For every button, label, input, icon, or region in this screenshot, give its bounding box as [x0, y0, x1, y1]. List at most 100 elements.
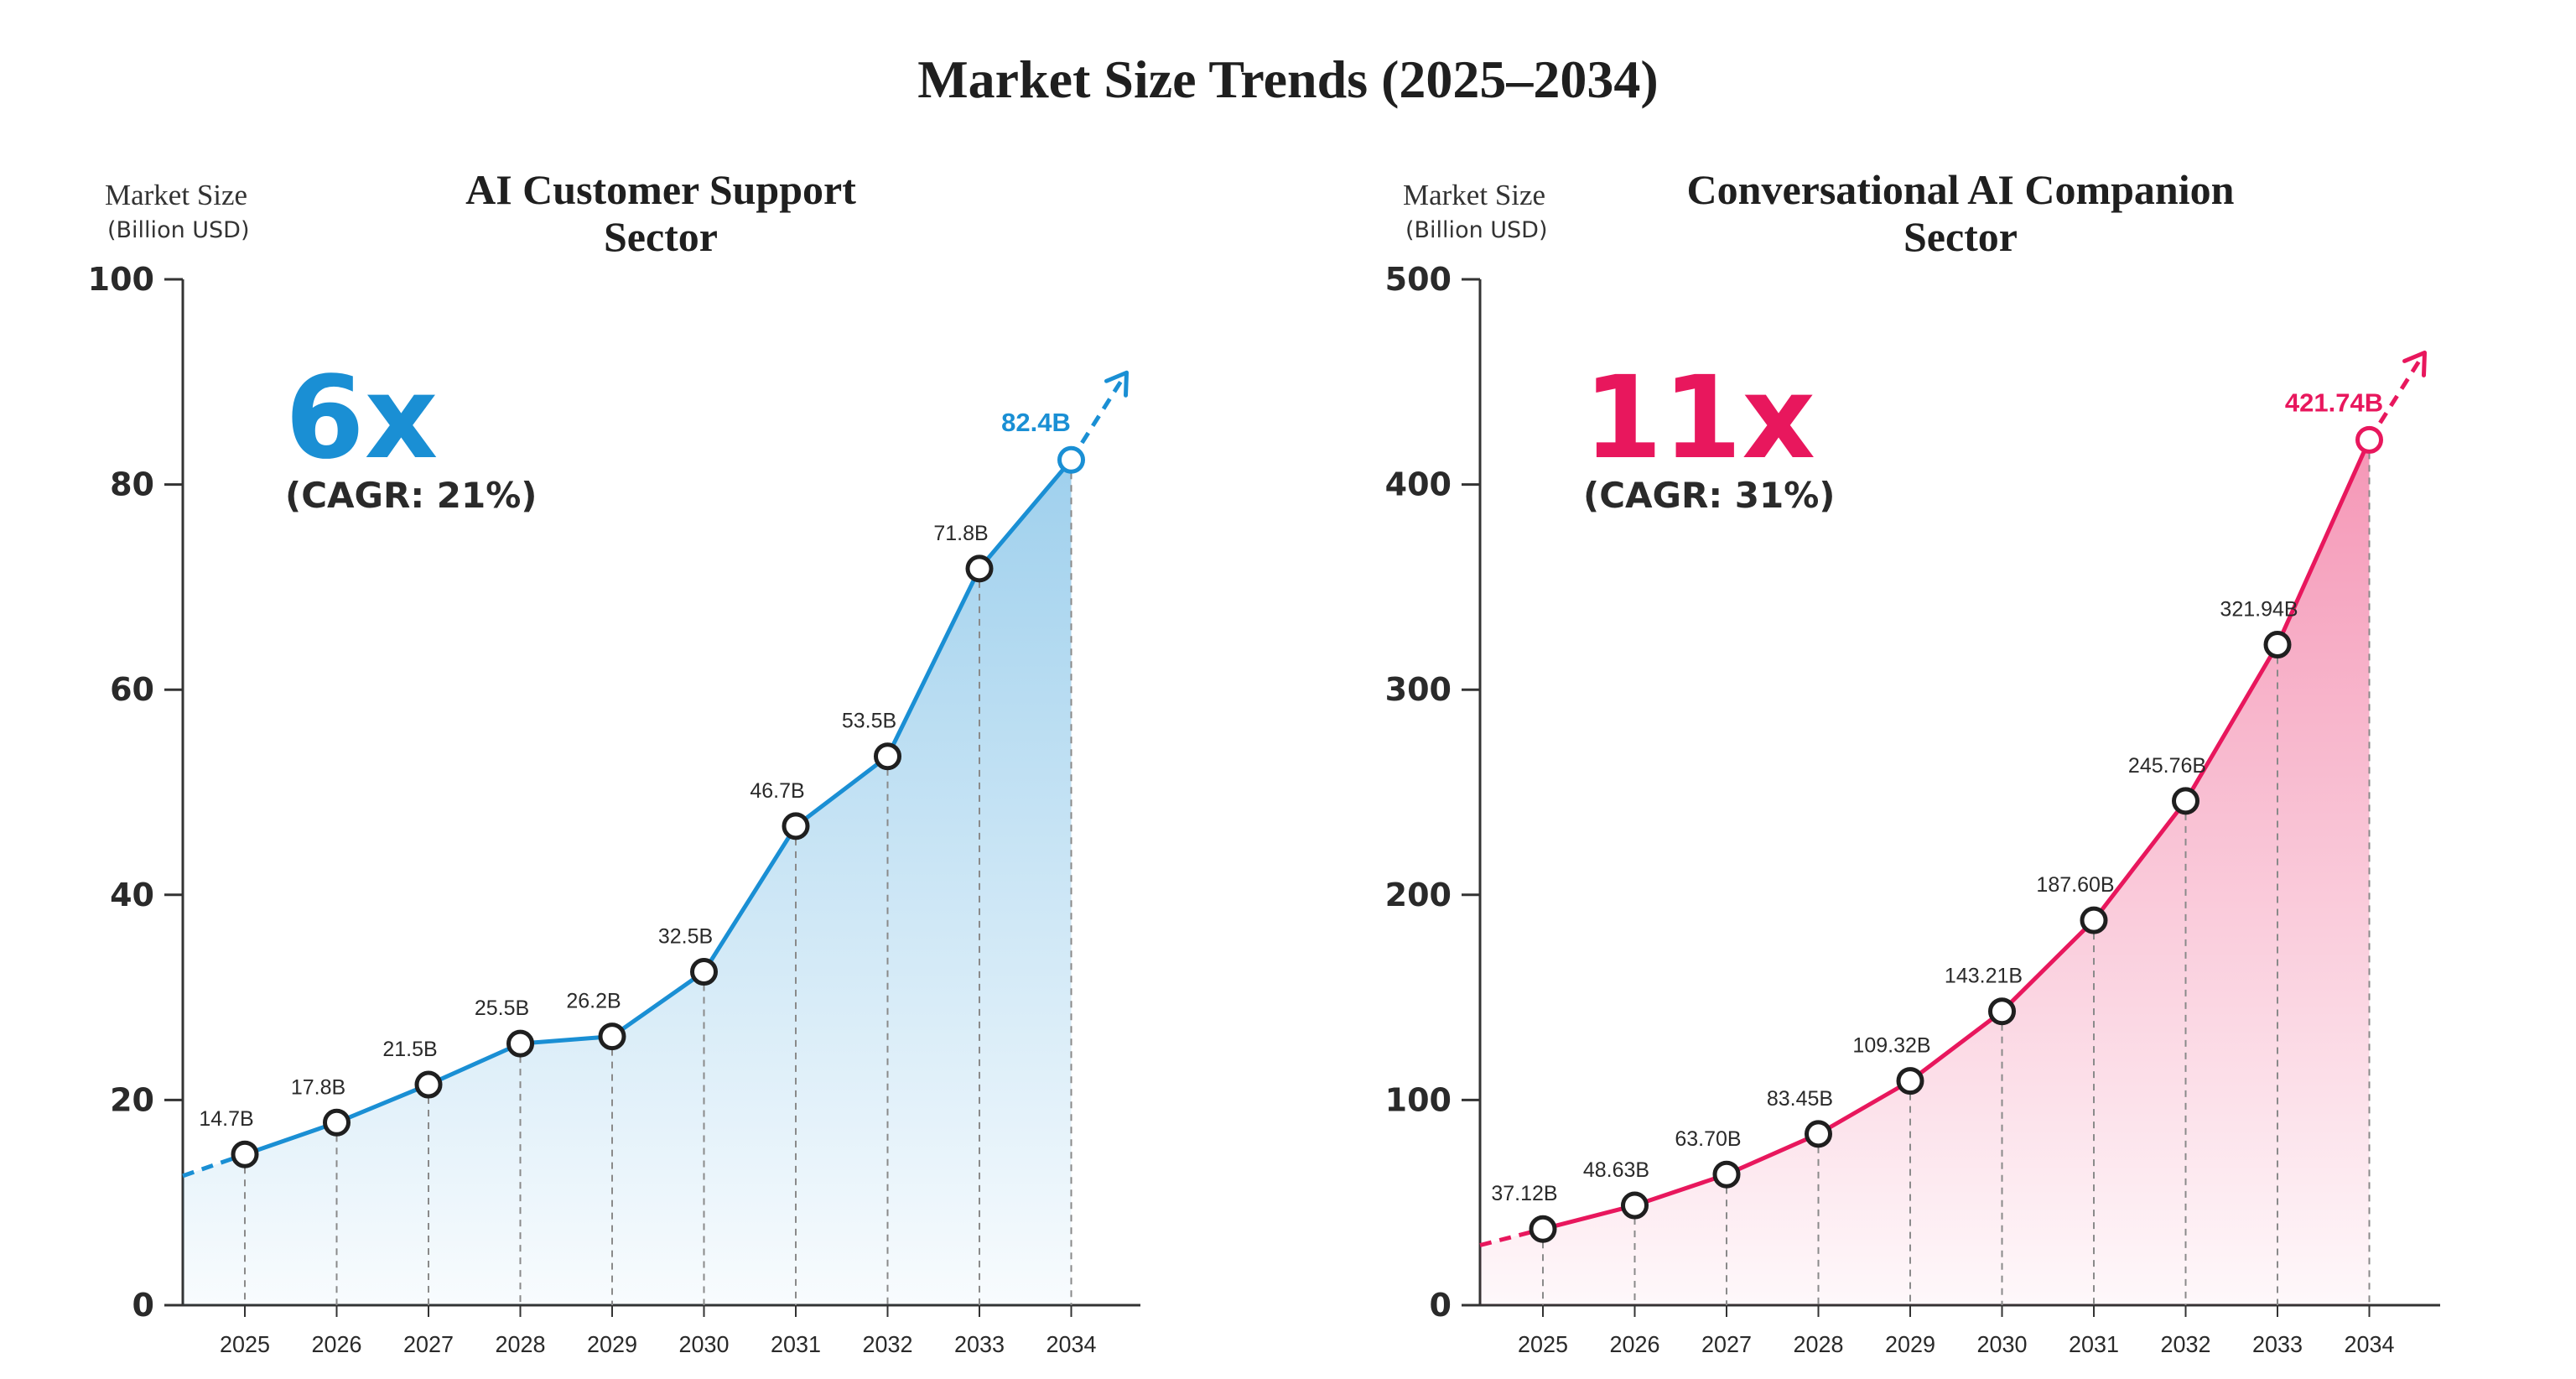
- x-tick-label: 2026: [312, 1331, 362, 1357]
- growth-multiple: 11x: [1583, 352, 1815, 485]
- data-point: [2172, 787, 2199, 815]
- y-tick-label: 0: [132, 1287, 154, 1324]
- trend-arrow-head: [2402, 350, 2427, 377]
- data-point: [782, 812, 810, 840]
- y-tick-label: 80: [110, 466, 154, 503]
- data-label: 48.63B: [1583, 1158, 1649, 1182]
- x-tick-label: 2030: [679, 1331, 730, 1357]
- data-point: [1529, 1215, 1557, 1243]
- data-label: 14.7B: [199, 1107, 253, 1131]
- x-tick-label: 2028: [496, 1331, 546, 1357]
- data-label: 17.8B: [291, 1075, 345, 1099]
- data-point: [2080, 906, 2108, 934]
- x-tick-label: 2034: [2345, 1331, 2395, 1357]
- data-label: 109.32B: [1852, 1034, 1930, 1058]
- area-fill: [1480, 440, 2370, 1305]
- x-tick-label: 2032: [863, 1331, 913, 1357]
- data-point: [1896, 1067, 1924, 1095]
- y-tick-label: 0: [1430, 1287, 1452, 1324]
- x-tick-label: 2033: [954, 1331, 1005, 1357]
- x-tick-label: 2028: [1794, 1331, 1844, 1357]
- y-axis-label: Market Size: [105, 179, 247, 211]
- data-point-final: [2355, 425, 2383, 454]
- x-tick-label: 2030: [1977, 1331, 2028, 1357]
- x-tick-label: 2025: [1518, 1331, 1568, 1357]
- data-point: [231, 1140, 259, 1168]
- x-tick-label: 2027: [1701, 1331, 1752, 1357]
- data-label: 26.2B: [566, 990, 621, 1013]
- x-tick-label: 2029: [1885, 1331, 1935, 1357]
- data-label: 25.5B: [475, 997, 529, 1020]
- x-tick-label: 2025: [220, 1331, 270, 1357]
- data-point: [506, 1029, 534, 1058]
- y-tick-label: 60: [110, 671, 154, 708]
- data-point: [1621, 1191, 1649, 1220]
- x-tick-label: 2031: [2069, 1331, 2119, 1357]
- series-line: [1542, 439, 2371, 1231]
- data-point: [965, 554, 994, 583]
- y-tick-label: 20: [110, 1081, 154, 1118]
- y-tick-label: 300: [1385, 671, 1452, 708]
- chart-title-line: AI Customer Support: [465, 166, 856, 213]
- data-point: [2263, 631, 2292, 659]
- x-tick-label: 2034: [1046, 1331, 1097, 1357]
- data-point: [690, 958, 718, 986]
- x-tick-label: 2029: [587, 1331, 637, 1357]
- data-label: 71.8B: [933, 522, 988, 545]
- y-tick-label: 500: [1385, 261, 1452, 298]
- data-label: 187.60B: [2036, 873, 2114, 897]
- chart-title-line: Sector: [1903, 213, 2018, 260]
- data-point: [1712, 1160, 1741, 1189]
- data-label-final: 82.4B: [1001, 408, 1071, 437]
- y-tick-label: 400: [1385, 466, 1452, 503]
- y-axis-label: Market Size: [1403, 179, 1545, 211]
- data-point: [414, 1070, 443, 1099]
- y-tick-label: 200: [1385, 877, 1452, 913]
- data-label: 46.7B: [750, 779, 804, 803]
- y-tick-label: 40: [110, 877, 154, 913]
- data-label: 53.5B: [842, 710, 896, 733]
- data-label: 63.70B: [1675, 1127, 1741, 1151]
- data-label: 321.94B: [2220, 598, 2298, 622]
- cagr-label: (CAGR: 21%): [285, 475, 537, 516]
- trend-lead-in: [1479, 1226, 1544, 1247]
- x-tick-label: 2033: [2252, 1331, 2303, 1357]
- cagr-label: (CAGR: 31%): [1583, 475, 1835, 516]
- x-tick-label: 2031: [771, 1331, 821, 1357]
- trend-arrow-head: [1104, 370, 1129, 398]
- series-line: [244, 458, 1073, 1157]
- chart-title-line: Conversational AI Companion: [1687, 166, 2235, 213]
- y-axis-unit: (Billion USD): [1405, 217, 1548, 243]
- growth-multiple: 6x: [285, 352, 438, 485]
- y-tick-label: 100: [88, 261, 154, 298]
- data-point: [874, 742, 901, 771]
- page-title: Market Size Trends (2025–2034): [917, 49, 1658, 109]
- trend-arrow-line: [1069, 376, 1125, 461]
- data-point: [323, 1108, 351, 1137]
- data-label-final: 421.74B: [2285, 388, 2383, 417]
- x-tick-label: 2026: [1610, 1331, 1660, 1357]
- data-label: 83.45B: [1767, 1087, 1833, 1111]
- x-tick-label: 2027: [403, 1331, 454, 1357]
- x-tick-label: 2032: [2161, 1331, 2211, 1357]
- data-label: 245.76B: [2128, 754, 2206, 778]
- data-point: [1988, 997, 2016, 1026]
- data-point-final: [1057, 445, 1085, 474]
- data-label: 21.5B: [382, 1038, 437, 1061]
- y-tick-label: 100: [1385, 1081, 1452, 1118]
- data-label: 32.5B: [658, 925, 713, 949]
- trend-arrow-line: [2367, 356, 2423, 441]
- trend-lead-in: [182, 1152, 246, 1179]
- area-fill: [183, 460, 1072, 1305]
- data-point: [598, 1023, 626, 1051]
- y-axis-unit: (Billion USD): [107, 217, 250, 243]
- data-label: 37.12B: [1491, 1182, 1557, 1205]
- data-label: 143.21B: [1945, 965, 2023, 988]
- data-point: [1805, 1120, 1832, 1148]
- chart-title-line: Sector: [604, 213, 718, 260]
